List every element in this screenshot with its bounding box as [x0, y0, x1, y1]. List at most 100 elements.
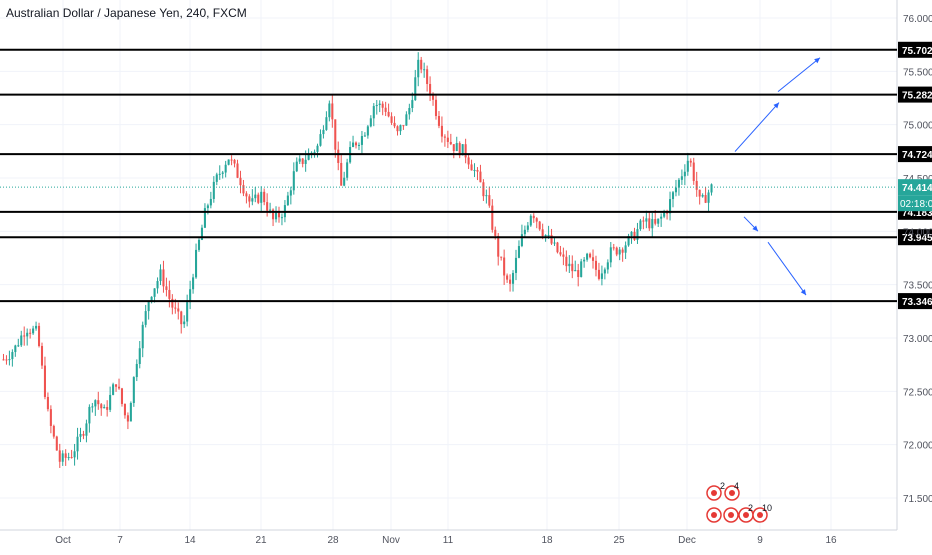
candle-body: [381, 103, 384, 108]
candle-body: [343, 177, 346, 186]
y-tick-label: 72.500: [903, 387, 932, 398]
candle-body: [126, 415, 129, 422]
candle-body: [556, 242, 559, 253]
candle-body: [174, 307, 177, 309]
event-count: 2: [720, 481, 725, 491]
candle-body: [292, 171, 295, 191]
candle-body: [402, 125, 405, 127]
y-tick-label: 73.000: [903, 334, 932, 345]
candle-body: [710, 184, 713, 193]
candle-body: [203, 208, 206, 228]
candle-body: [304, 159, 307, 164]
candle-body: [218, 173, 221, 175]
candle-body: [20, 335, 23, 346]
candle-body: [112, 384, 115, 395]
candle-body: [32, 328, 35, 334]
candle-body: [150, 296, 153, 302]
candle-body: [494, 229, 497, 236]
candle-body: [577, 270, 580, 277]
candle-body: [144, 311, 147, 325]
candle-body: [52, 425, 55, 437]
candle-body: [129, 402, 132, 422]
candle-body: [97, 400, 100, 405]
candle-body: [192, 277, 195, 290]
candle-body: [446, 137, 449, 142]
candle-body: [307, 153, 310, 160]
candle-body: [609, 247, 612, 263]
level-price-label: 73.346: [902, 297, 932, 308]
candle-body: [242, 185, 245, 194]
x-tick-label: 14: [184, 535, 196, 546]
candle-body: [340, 162, 343, 186]
candle-body: [606, 262, 609, 270]
candle-body: [630, 231, 633, 236]
candle-body: [230, 159, 233, 161]
candle-body: [123, 403, 126, 416]
candle-body: [597, 269, 600, 279]
candle-body: [393, 122, 396, 127]
candle-body: [100, 404, 103, 409]
candle-body: [354, 142, 358, 146]
candle-body: [301, 158, 304, 164]
candle-body: [14, 345, 17, 353]
x-tick-label: 16: [825, 535, 837, 546]
candle-body: [73, 451, 76, 458]
projection-arrow-head: [814, 57, 820, 64]
candle-body: [677, 179, 680, 188]
x-tick-label: 18: [541, 535, 553, 546]
candle-body: [334, 119, 337, 150]
y-tick-label: 75.500: [903, 67, 932, 78]
candle-body: [325, 117, 328, 130]
y-tick-label: 76.000: [903, 14, 932, 25]
event-count: 4: [734, 481, 739, 491]
candle-body: [458, 143, 461, 156]
candle-body: [384, 107, 387, 112]
candle-body: [153, 288, 156, 297]
candle-body: [183, 321, 186, 325]
candle-body: [260, 191, 263, 203]
level-price-tag: [898, 229, 932, 246]
candle-body: [423, 69, 426, 71]
candle-body: [106, 406, 109, 410]
x-tick-label: Dec: [678, 535, 696, 546]
candle-body: [420, 59, 423, 70]
candle-body: [408, 108, 411, 115]
candle-body: [432, 95, 435, 100]
candle-body: [503, 257, 506, 276]
candle-body: [363, 135, 366, 137]
candle-body: [565, 256, 568, 267]
candle-body: [586, 253, 589, 260]
level-price-label: 73.945: [902, 233, 932, 244]
x-tick-label: Nov: [382, 535, 400, 546]
candle-body: [26, 332, 29, 337]
candle-body: [467, 157, 470, 165]
candle-body: [491, 205, 494, 230]
candle-body: [396, 126, 399, 132]
candle-body: [648, 218, 651, 229]
candle-body: [461, 144, 464, 156]
level-price-label: 75.282: [902, 91, 932, 102]
candle-body: [35, 325, 38, 329]
candle-body: [485, 195, 488, 197]
candle-body: [369, 118, 372, 127]
candle-body: [29, 332, 32, 334]
candle-body: [692, 162, 695, 181]
candle-body: [257, 194, 260, 203]
candle-body: [200, 227, 204, 240]
candle-body: [357, 144, 361, 146]
candle-body: [411, 100, 414, 109]
candle-body: [180, 311, 183, 325]
candle-body: [375, 104, 378, 107]
candle-body: [298, 158, 301, 162]
candle-body: [511, 272, 515, 284]
candle-body: [562, 254, 565, 257]
candle-body: [621, 249, 624, 253]
candle-body: [698, 189, 701, 197]
candle-body: [272, 209, 275, 220]
candle-body: [680, 176, 683, 180]
candle-body: [82, 433, 85, 436]
y-tick-label: 72.000: [903, 441, 932, 452]
candle-body: [612, 247, 615, 249]
